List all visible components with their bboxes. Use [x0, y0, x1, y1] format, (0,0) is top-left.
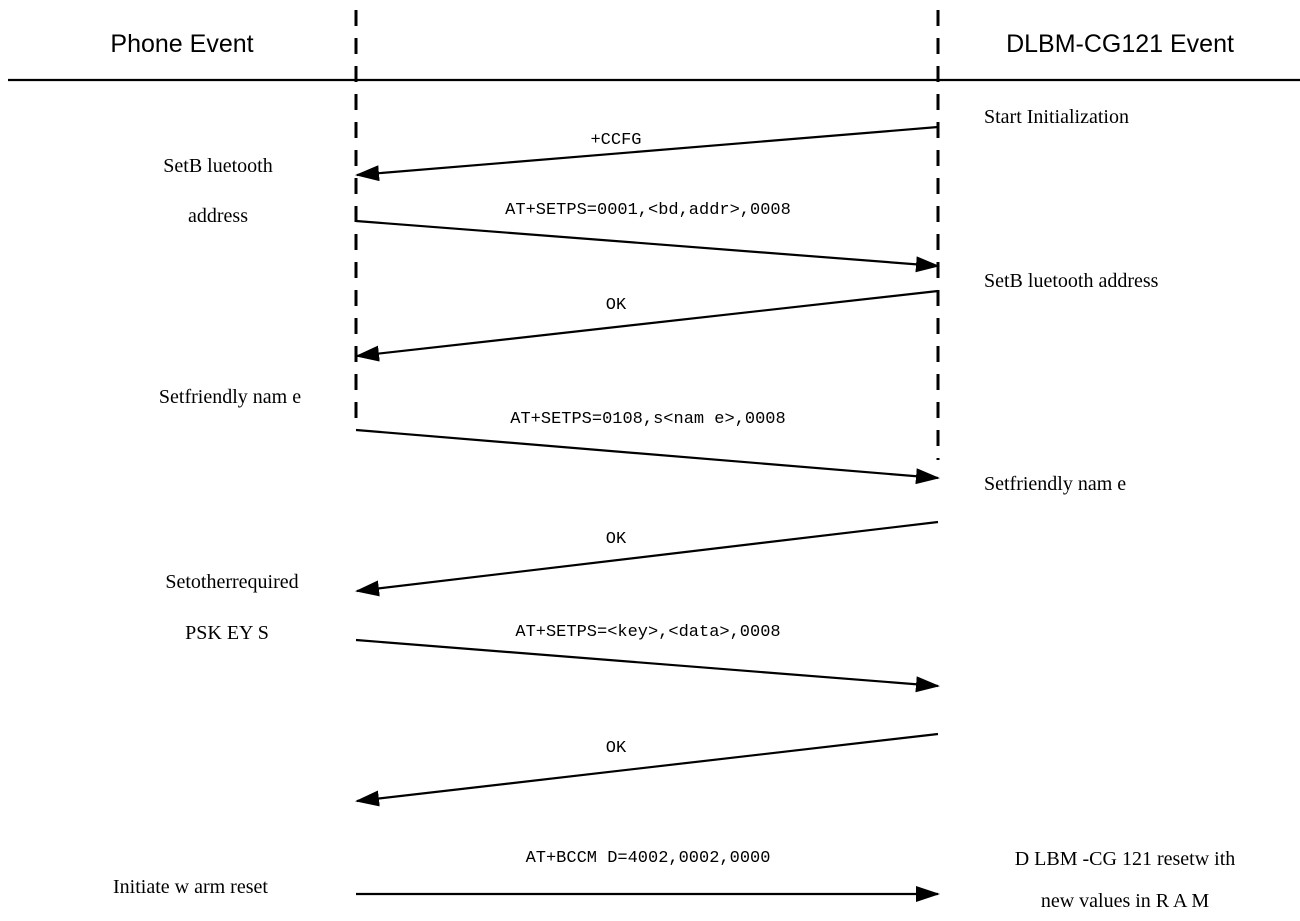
phone-event-set-bluetooth-1: SetB luetooth [163, 155, 272, 177]
module-event-reset-2: new values in R A M [1041, 890, 1210, 912]
arrow-ok-1 [355, 289, 939, 362]
msg-setps-bdaddr: AT+SETPS=0001,<bd,addr>,0008 [505, 201, 791, 220]
msg-ok-2: OK [606, 530, 627, 549]
arrow-ok-3 [355, 732, 939, 807]
phone-event-set-bluetooth-2: address [188, 205, 248, 227]
phone-event-warm-reset: Initiate w arm reset [113, 876, 268, 898]
arrow-setps-bdaddr [355, 219, 940, 273]
arrow-setps-name [355, 428, 940, 485]
module-event-start-init: Start Initialization [984, 106, 1129, 128]
phone-event-header: Phone Event [110, 30, 253, 58]
module-event-reset-1: D LBM -CG 121 resetw ith [1015, 848, 1236, 870]
msg-setps-key: AT+SETPS=<key>,<data>,0008 [515, 623, 780, 642]
msg-bccmd: AT+BCCM D=4002,0002,0000 [526, 849, 771, 868]
msg-setps-name: AT+SETPS=0108,s<nam e>,0008 [510, 410, 785, 429]
phone-event-set-other-1: Setotherrequired [165, 571, 298, 593]
msg-ccfg: +CCFG [590, 131, 641, 150]
module-event-set-bluetooth: SetB luetooth address [984, 270, 1159, 292]
msg-ok-3: OK [606, 739, 627, 758]
arrow-ok-2 [355, 520, 939, 597]
phone-event-set-other-2: PSK EY S [185, 622, 269, 644]
arrow-setps-key [355, 638, 940, 693]
module-event-set-friendly-name: Setfriendly nam e [984, 473, 1126, 495]
arrow-ccfg [355, 125, 939, 182]
module-event-header: DLBM-CG121 Event [1006, 30, 1234, 58]
phone-event-set-friendly-name: Setfriendly nam e [159, 386, 301, 408]
msg-ok-1: OK [606, 296, 627, 315]
